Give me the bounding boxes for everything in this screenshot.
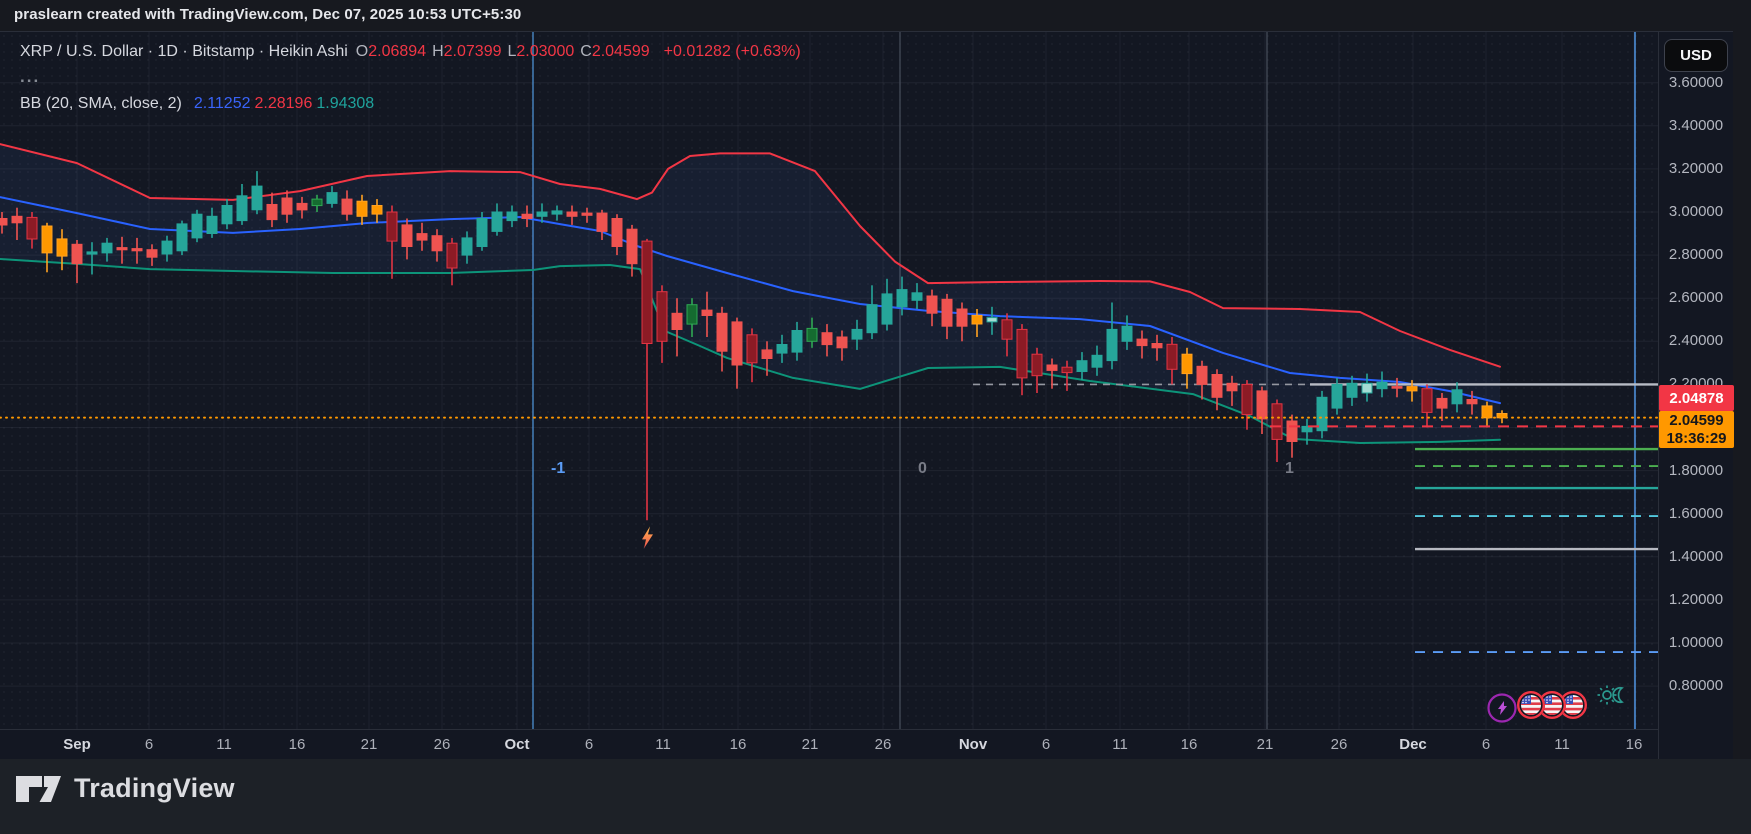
brand-bar: TradingView (0, 759, 1751, 834)
time-axis-day-label: 16 (1625, 736, 1643, 753)
price-tick-label: 1.60000 (1668, 504, 1724, 522)
price-chart-canvas[interactable]: -1 0 1 (0, 32, 1658, 729)
indicator-value: 1.94308 (316, 95, 375, 112)
tradingview-logo-icon (16, 775, 61, 802)
sun-moon-session-icon[interactable] (1597, 685, 1624, 705)
svg-text:1: 1 (1285, 460, 1294, 477)
time-axis-month-label: Dec (1399, 736, 1427, 753)
time-axis-day-label: 6 (1481, 736, 1491, 753)
time-axis-day-label: 26 (1330, 736, 1348, 753)
price-tick-label: 1.80000 (1668, 461, 1724, 479)
alert-bolt-marker (642, 526, 653, 549)
ohlc-values: O2.06894 H2.07399 L2.03000 C2.04599 (356, 43, 656, 61)
price-tick-label: 3.00000 (1668, 203, 1724, 220)
indicator-value: 2.28196 (254, 95, 313, 112)
time-axis-day-label: 26 (874, 736, 892, 753)
time-axis-day-label: 11 (1112, 736, 1128, 753)
price-tick-label: 0.80000 (1668, 677, 1724, 695)
chart-pane[interactable]: -1 0 1 XRP / U.S. Dollar · 1D · Bitstamp ·… (0, 32, 1658, 729)
price-axis[interactable]: USD 3.60000 3.40000 3.20000 3.00000 2.80000 2… (1658, 32, 1734, 760)
tradingview-logo[interactable]: TradingView (16, 773, 235, 804)
symbol-legend-row: XRP / U.S. Dollar · 1D · Bitstamp · Heik… (20, 39, 801, 65)
time-axis-month-label: Nov (958, 736, 988, 753)
time-axis-day-label: 21 (360, 736, 378, 753)
price-tick-label: 1.20000 (1668, 590, 1724, 608)
price-tick-label: 2.60000 (1668, 289, 1724, 307)
us-flag-event-icon[interactable] (1537, 690, 1567, 720)
legend-more-row: ... (20, 65, 801, 91)
time-axis-day-label: 21 (801, 736, 819, 753)
time-axis-day-label: 11 (216, 736, 232, 753)
indicator-title[interactable]: BB (20, SMA, close, 2) (20, 95, 182, 112)
change-value: +0.01282 (+0.63%) (663, 43, 801, 60)
last-price-countdown-label: 2.04599 18:36:29 (1659, 411, 1734, 448)
attribution-text: praslearn created with TradingView.com, … (14, 6, 522, 23)
us-flag-event-icon[interactable] (1516, 690, 1546, 720)
price-tick-label: 1.40000 (1668, 547, 1724, 565)
currency-toggle-button[interactable]: USD (1664, 39, 1728, 72)
ohlc-l-value: L2.03000 (507, 43, 575, 60)
indicator-values: 2.11252 2.28196 1.94308 (190, 95, 374, 113)
indicator-value: 2.11252 (193, 95, 251, 112)
chart-legend: XRP / U.S. Dollar · 1D · Bitstamp · Heik… (20, 39, 801, 117)
indicator-legend-row: BB (20, SMA, close, 2) 2.11252 2.28196 1.9… (20, 91, 801, 117)
symbol-title[interactable]: XRP / U.S. Dollar · 1D · Bitstamp · Heik… (20, 43, 348, 60)
time-axis-month-label: Oct (504, 736, 530, 753)
time-axis-day-label: 11 (655, 736, 671, 753)
price-tick-label: 1.00000 (1668, 634, 1724, 651)
time-axis-day-label: 16 (1180, 736, 1198, 753)
time-axis-month-label: Sep (63, 736, 91, 753)
price-tick-label: 2.80000 (1668, 246, 1724, 264)
price-tick-label: 2.40000 (1668, 332, 1724, 350)
price-tick-label: 3.40000 (1668, 116, 1724, 134)
svg-text:-1: -1 (551, 460, 565, 477)
time-axis-day-label: 26 (433, 736, 451, 753)
time-axis-day-label: 16 (288, 736, 306, 753)
time-axis-day-label: 11 (1554, 736, 1570, 753)
time-axis-day-label: 16 (729, 736, 747, 753)
time-axis-day-label: 6 (144, 736, 154, 753)
time-axis-day-label: 21 (1256, 736, 1274, 753)
chart-region: -1 0 1 XRP / U.S. Dollar · 1D · Bitstamp ·… (0, 31, 1734, 760)
bar-countdown-timer: 18:36:29 (1666, 429, 1727, 447)
us-flag-event-icon[interactable] (1558, 690, 1588, 720)
time-axis-day-label: 6 (584, 736, 594, 753)
ohlc-c-value: C2.04599 (580, 43, 650, 60)
svg-text:0: 0 (918, 460, 927, 477)
attribution-bar: praslearn created with TradingView.com, … (0, 0, 1751, 31)
time-axis-day-label: 6 (1041, 736, 1051, 753)
time-axis[interactable]: Sep 6 11 16 21 26 Oct 6 11 16 21 26 Nov 6 11 16 21 26 Dec 6… (0, 729, 1658, 759)
last-price-value: 2.04599 (1669, 411, 1724, 429)
price-tick-label: 3.20000 (1668, 159, 1724, 177)
alert-price-label: 2.04878 (1659, 385, 1734, 411)
legend-more-button[interactable]: ... (20, 67, 41, 86)
ohlc-h-value: H2.07399 (432, 43, 502, 60)
lightning-alert-icon[interactable] (1487, 693, 1517, 723)
tradingview-wordmark: TradingView (74, 773, 235, 803)
ohlc-o-value: O2.06894 (355, 43, 427, 60)
price-tick-label: 3.60000 (1668, 73, 1724, 91)
